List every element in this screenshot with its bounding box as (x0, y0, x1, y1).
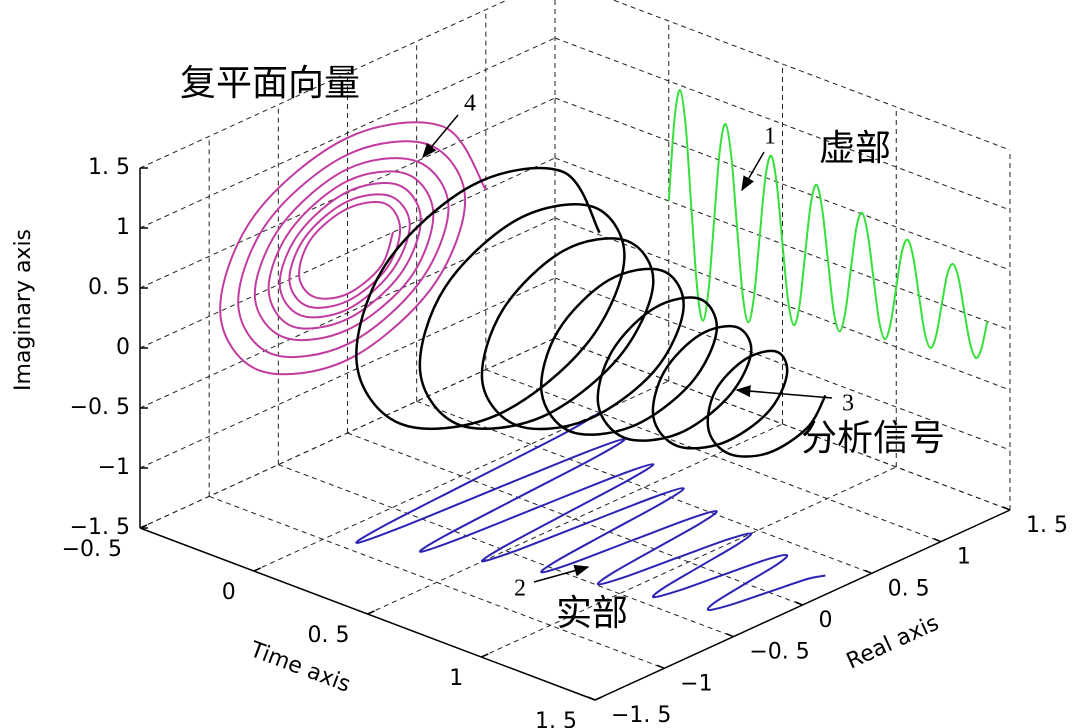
annotation-text: 虚部 (819, 128, 891, 169)
arrow (735, 385, 833, 399)
grid-line (139, 277, 556, 469)
grid-line (611, 0, 1011, 151)
z-tick-label: 1 (116, 215, 130, 240)
y-tick-label: −1 (680, 671, 712, 696)
arrow (422, 114, 459, 159)
arrow (533, 564, 590, 583)
grid-line (208, 495, 665, 669)
annotation-number: 4 (464, 91, 476, 117)
x-tick-label: 1 (449, 666, 463, 691)
y-tick-label: −0. 5 (749, 640, 809, 665)
grid-line (554, 217, 1011, 391)
y-tick-label: 0 (819, 608, 833, 633)
grid-line (554, 97, 1011, 271)
tick-mark (480, 653, 489, 658)
arrow (741, 151, 765, 192)
annotation-text: 复平面向量 (180, 63, 360, 104)
y-tick-label: 1 (957, 545, 971, 570)
tick-mark (367, 610, 375, 615)
grid-line (347, 432, 803, 606)
tick-mark (1002, 506, 1011, 511)
grid-line (554, 37, 1011, 211)
y-tick-label: −1. 5 (611, 703, 671, 728)
grid-line (139, 0, 509, 169)
tick-mark (594, 696, 603, 701)
grid-line (416, 400, 872, 574)
tick-mark (726, 632, 734, 638)
z-axis-label: Imaginary axis (11, 229, 36, 391)
curves (219, 89, 989, 612)
annotation-number: 1 (764, 124, 776, 150)
x-tick-label: 0 (222, 580, 236, 605)
z-tick-label: 0 (116, 335, 130, 360)
annotation-number: 2 (514, 576, 526, 602)
tick-mark (656, 664, 665, 670)
tick-mark (795, 601, 803, 606)
x-tick-label: −0. 5 (62, 537, 122, 562)
tick-mark (139, 524, 148, 529)
z-tick-label: 0. 5 (88, 275, 130, 300)
tick-mark (933, 537, 942, 543)
y-tick-label: 1. 5 (1026, 513, 1068, 538)
x-tick-label: 0. 5 (308, 623, 350, 648)
grid-line (554, 337, 1011, 511)
annotation-number: 3 (842, 391, 854, 417)
annotation-text: 分析信号 (801, 418, 945, 459)
y-tick-label: 0. 5 (888, 576, 930, 601)
grid-line (485, 369, 942, 543)
tick-mark (253, 567, 262, 572)
grid-line (139, 217, 556, 409)
axes: −1. 5 −1 −0. 5 0 0. 5 1 1. 5 −0. 5 0 0. 5 1 1. 5 −1.… (62, 155, 1068, 728)
imag-projection (667, 89, 989, 359)
grid-line (278, 464, 734, 638)
z-tick-label: 1. 5 (88, 155, 130, 180)
grid-line (139, 97, 556, 289)
y-axis-label: Real axis (843, 611, 943, 675)
z-tick-label: −0. 5 (70, 395, 130, 420)
grid-line (139, 37, 556, 229)
real-projection (355, 411, 826, 612)
annotation-text: 实部 (556, 593, 628, 634)
tick-mark (864, 569, 872, 575)
complex-plane-projection (219, 121, 487, 376)
z-tick-label: −1 (98, 455, 130, 480)
grid-line (139, 337, 556, 529)
grid-line (554, 277, 1011, 451)
tick-mark (587, 696, 596, 701)
z-tick-label: −1. 5 (70, 515, 130, 540)
x-tick-label: 1. 5 (535, 709, 577, 728)
analytic-signal (355, 166, 827, 458)
